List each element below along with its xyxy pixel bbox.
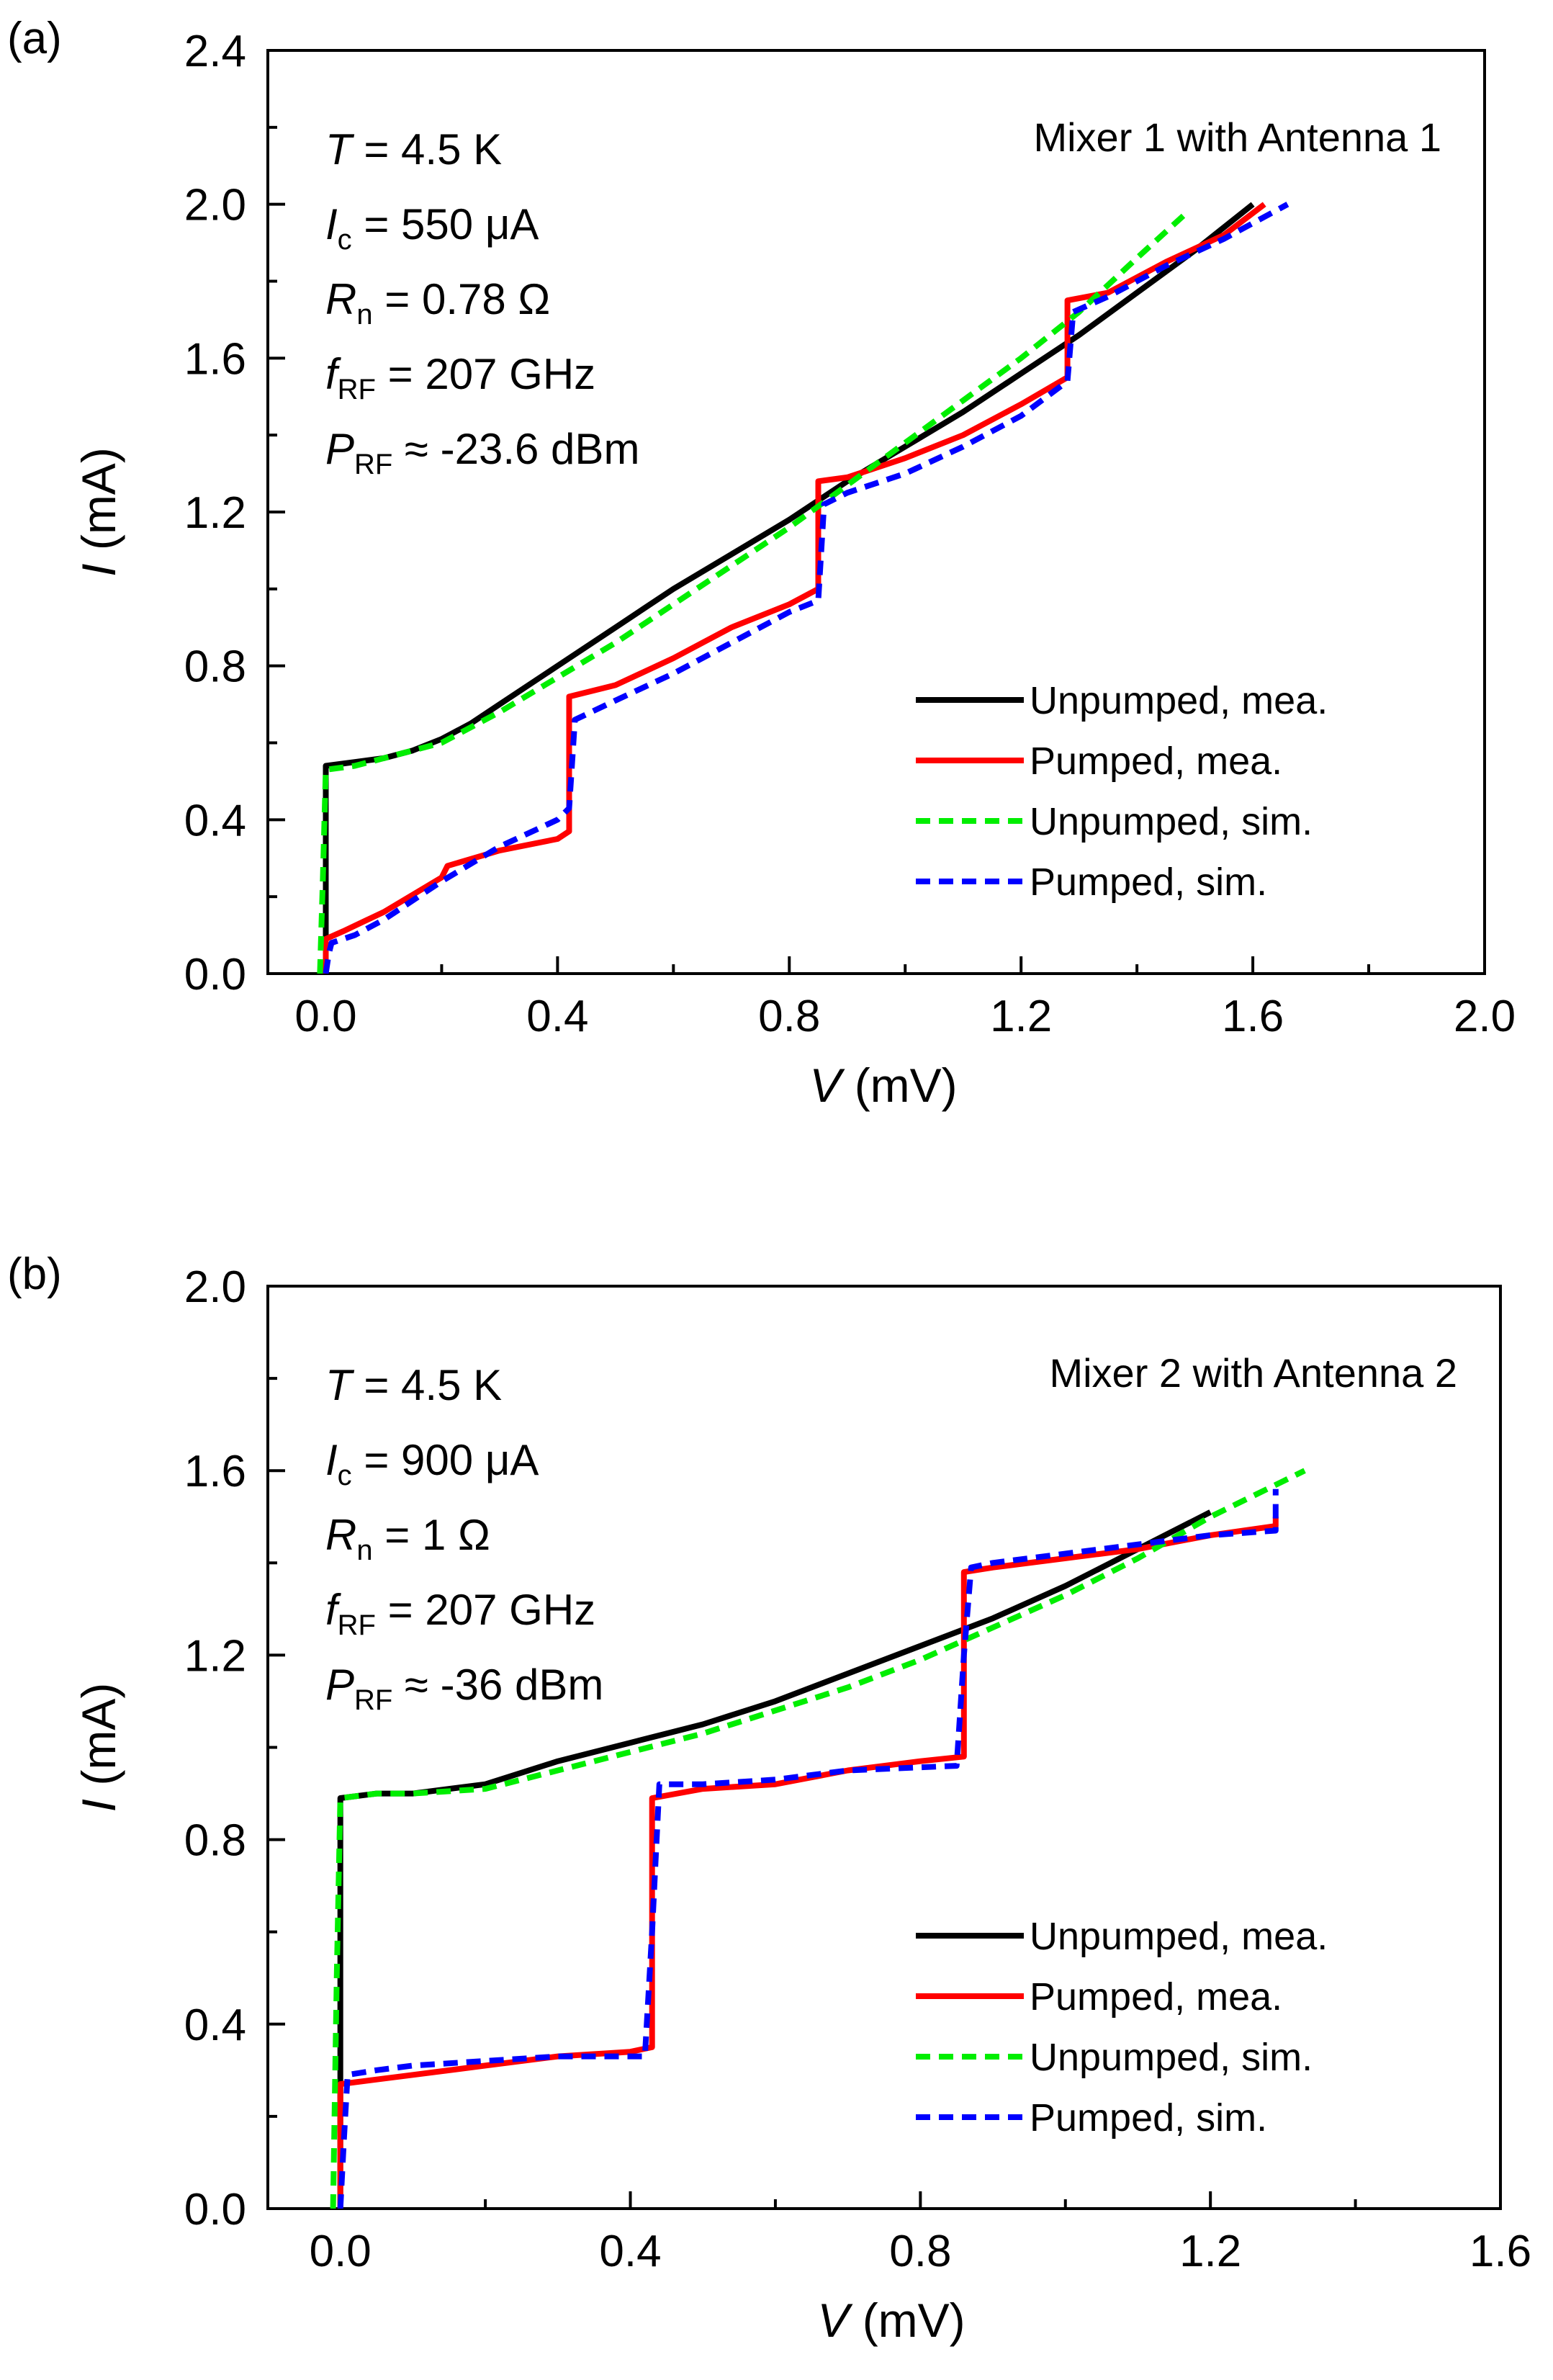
x-tick-label: 2.0: [1454, 992, 1516, 1041]
parameter-4: fRF = 207 GHz: [325, 1586, 595, 1641]
panel-label: (b): [7, 1249, 62, 1299]
legend-label: Unpumped, mea.: [1030, 679, 1328, 722]
y-axis-label: I (mA): [72, 1683, 125, 1813]
chart-panel-1: (a) 0.0 0.4 0.8 1.2 1.6 2.0 2.4 0.0 0.4 0.8 1.2 1.6 2…: [7, 14, 1516, 1112]
legend-label: Pumped, mea.: [1030, 1975, 1282, 2018]
y-tick-label: 2.4: [184, 27, 246, 76]
series-line-pumped-sim: [337, 1488, 1279, 2209]
x-tick-label: 1.2: [1179, 2227, 1241, 2276]
x-tick-label: 0.8: [758, 992, 820, 1041]
parameter-3: Rn = 1 Ω: [325, 1511, 490, 1566]
y-tick-label: 0.0: [184, 2185, 246, 2235]
x-tick-label: 0.0: [310, 2227, 372, 2276]
series-line-pumped-mea: [337, 1517, 1279, 2209]
x-tick-label: 0.8: [889, 2227, 951, 2276]
legend-label: Unpumped, sim.: [1030, 800, 1313, 843]
parameter-5: PRF ≈ -23.6 dBm: [325, 425, 639, 480]
x-tick-label: 0.4: [526, 992, 588, 1041]
legend-label: Pumped, sim.: [1030, 2096, 1267, 2139]
y-tick-label: 2.0: [184, 1262, 246, 1312]
y-tick-label: 0.4: [184, 2000, 246, 2050]
y-tick-label: 0.0: [184, 950, 246, 1000]
parameter-4: fRF = 207 GHz: [325, 350, 595, 405]
legend-label: Pumped, sim.: [1030, 861, 1267, 904]
x-tick-label: 0.4: [599, 2227, 661, 2276]
y-tick-label: 1.2: [184, 1631, 246, 1681]
x-axis-label: V (mV): [817, 2294, 965, 2347]
parameter-3: Rn = 0.78 Ω: [325, 275, 550, 331]
chart-title: Mixer 1 with Antenna 1: [1033, 114, 1441, 160]
y-axis-label: I (mA): [72, 447, 125, 577]
x-tick-label: 1.6: [1222, 992, 1284, 1041]
y-tick-label: 0.4: [184, 796, 246, 845]
parameter-5: PRF ≈ -36 dBm: [325, 1661, 603, 1716]
series-line-unpumped-mea: [323, 202, 1255, 974]
y-tick-label: 1.6: [184, 1447, 246, 1496]
parameter-1: T = 4.5 K: [325, 1361, 502, 1409]
series-line-pumped-sim: [323, 202, 1289, 974]
series-line-unpumped-sim: [317, 213, 1186, 974]
legend-label: Unpumped, mea.: [1030, 1915, 1328, 1958]
x-tick-label: 1.2: [990, 992, 1052, 1041]
x-axis-label: V (mV): [809, 1059, 957, 1112]
series-group: [317, 202, 1289, 974]
x-tick-label: 1.6: [1469, 2227, 1531, 2276]
y-tick-label: 2.0: [184, 181, 246, 230]
parameter-2: Ic = 900 μA: [325, 1436, 539, 1491]
parameter-1: T = 4.5 K: [325, 125, 502, 174]
panel-label: (a): [7, 14, 62, 63]
chart-panel-2: (b) 0.0 0.4 0.8 1.2 1.6 2.0 0.0 0.4 0.8 1.2 1.6 V (m…: [7, 1249, 1531, 2347]
legend-label: Unpumped, sim.: [1030, 2036, 1313, 2079]
chart-title: Mixer 2 with Antenna 2: [1049, 1350, 1457, 1396]
legend-label: Pumped, mea.: [1030, 740, 1282, 783]
series-group: [330, 1468, 1306, 2209]
y-tick-label: 0.8: [184, 642, 246, 692]
y-tick-label: 0.8: [184, 1816, 246, 1866]
y-tick-label: 1.6: [184, 334, 246, 384]
series-line-pumped-mea: [323, 202, 1266, 974]
parameter-2: Ic = 550 μA: [325, 200, 539, 256]
y-tick-label: 1.2: [184, 488, 246, 538]
x-tick-label: 0.0: [294, 992, 356, 1041]
